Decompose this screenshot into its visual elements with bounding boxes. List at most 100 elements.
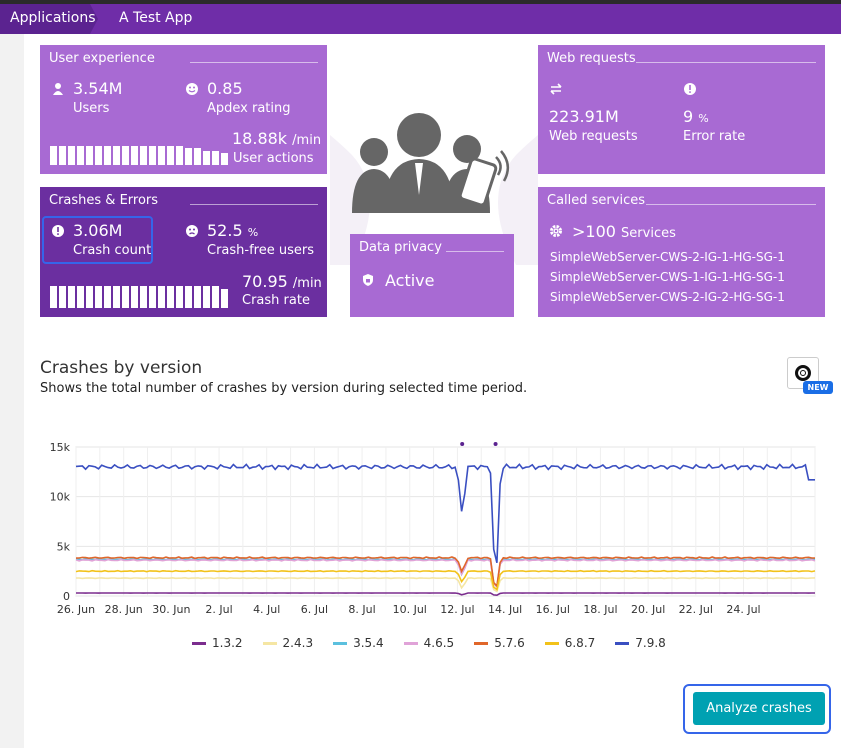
series-line-1.3.2 [76, 592, 815, 597]
section-title: Crashes by version [40, 358, 203, 378]
service-item[interactable]: SimpleWebServer-CWS-2-IG-2-HG-SG-1 [550, 290, 785, 304]
users-label: Users [73, 101, 110, 116]
legend-item[interactable]: 1.3.2 [192, 636, 243, 650]
user-icon [53, 83, 63, 95]
alert-icon [52, 225, 64, 237]
spark-bar [50, 146, 57, 165]
tile-rule [646, 204, 816, 205]
spark-bar [95, 146, 102, 165]
event-marker [460, 442, 465, 446]
analyze-crashes-button[interactable]: Analyze crashes [693, 692, 825, 725]
user-actions-value: 18.88k /min [232, 129, 322, 148]
legend-swatch [474, 641, 489, 645]
crashes-errors-tile[interactable]: Crashes & Errors 3.06M Crash count 52.5 … [40, 187, 327, 317]
privacy-status: Active [385, 271, 435, 290]
spark-bar [167, 286, 174, 308]
alert-icon [684, 83, 696, 95]
legend-label: 7.9.8 [635, 636, 666, 650]
event-marker [493, 442, 498, 446]
x-tick-label: 18. Jul [583, 603, 617, 616]
breadcrumb: Applications A Test App [0, 4, 841, 34]
user-experience-tile[interactable]: User experience 3.54M Users 0.85 Apdex r… [40, 45, 327, 174]
web-requests-label: Web requests [549, 129, 638, 144]
spark-bar [77, 286, 84, 308]
spark-bar [149, 286, 156, 308]
x-tick-label: 12. Jul [440, 603, 474, 616]
x-tick-label: 16. Jul [536, 603, 570, 616]
spark-bar [122, 286, 129, 308]
legend-item[interactable]: 3.5.4 [333, 636, 384, 650]
spark-bar [59, 286, 66, 308]
x-tick-label: 8. Jul [348, 603, 375, 616]
legend-label: 1.3.2 [212, 636, 243, 650]
plot-area [75, 446, 816, 597]
legend-item[interactable]: 5.7.6 [474, 636, 525, 650]
spark-bar [122, 146, 129, 165]
crashes-by-version-chart[interactable]: 15k 10k 5k 026. Jun 28. Jun 30. Jun 2. Jul 4. J… [40, 430, 820, 625]
apdex-label: Apdex rating [207, 101, 291, 116]
legend-label: 3.5.4 [353, 636, 384, 650]
data-privacy-tile[interactable]: Data privacy Active [350, 234, 514, 317]
spark-bar [86, 146, 93, 165]
spark-bar [68, 146, 75, 165]
legend-label: 5.7.6 [494, 636, 525, 650]
spark-bar [212, 151, 219, 165]
tile-title: Crashes & Errors [49, 193, 159, 208]
web-requests-tile[interactable]: Web requests 223.91M Web requests 9 % Er… [538, 45, 825, 174]
shield-icon [363, 274, 373, 286]
y-tick-label: 15k [50, 441, 71, 454]
legend-swatch [544, 641, 559, 645]
chart-legend: 1.3.2 2.4.3 3.5.4 4.6.5 5.7.6 6.8.7 7.9.8 [192, 636, 686, 650]
user-actions-sparkbars [50, 141, 228, 165]
new-badge: NEW [803, 381, 833, 394]
service-item[interactable]: SimpleWebServer-CWS-2-IG-1-HG-SG-1 [550, 250, 785, 264]
tile-title: User experience [49, 51, 155, 66]
crash-count-label: Crash count [73, 243, 152, 258]
legend-label: 6.8.7 [564, 636, 596, 650]
x-tick-label: 28. Jun [105, 603, 143, 616]
x-tick-label: 26. Jun [57, 603, 95, 616]
y-tick-label: 5k [57, 540, 71, 553]
tile-title: Web requests [547, 51, 636, 66]
crash-free-label: Crash-free users [207, 243, 314, 258]
spark-bar [194, 286, 201, 308]
spark-bar [158, 286, 165, 308]
legend-swatch [403, 641, 418, 645]
legend-swatch [192, 641, 206, 645]
breadcrumb-applications[interactable]: Applications [0, 4, 98, 34]
called-services-tile[interactable]: Called services >100 Services SimpleWebS… [538, 187, 825, 317]
service-item[interactable]: SimpleWebServer-CWS-1-IG-1-HG-SG-1 [550, 270, 785, 284]
spark-bar [194, 148, 201, 165]
tile-rule [636, 62, 816, 63]
crash-rate-sparkbars [50, 284, 228, 308]
spark-bar [158, 146, 165, 165]
legend-item[interactable]: 7.9.8 [615, 636, 666, 650]
legend-swatch [615, 641, 630, 645]
spark-bar [59, 146, 66, 165]
spark-bar [185, 148, 192, 165]
spark-bar [176, 286, 183, 308]
legend-label: 4.6.5 [423, 636, 455, 650]
x-tick-label: 24. Jul [726, 603, 760, 616]
top-line [0, 0, 841, 4]
spark-bar [131, 286, 138, 308]
legend-item[interactable]: 2.4.3 [262, 636, 314, 650]
users-value: 3.54M [73, 79, 123, 98]
spark-bar [77, 146, 84, 165]
x-tick-label: 6. Jul [301, 603, 328, 616]
x-tick-label: 20. Jul [631, 603, 665, 616]
series-line-6.8.7 [75, 569, 816, 591]
y-tick-label: 0 [63, 590, 70, 603]
legend-item[interactable]: 6.8.7 [544, 636, 596, 650]
crash-rate-label: Crash rate [242, 293, 310, 308]
users-illustration [330, 45, 538, 265]
legend-item[interactable]: 4.6.5 [403, 636, 455, 650]
series-line-2.4.3 [76, 576, 816, 593]
spark-bar [167, 146, 174, 165]
spark-bar [221, 289, 228, 308]
legend-label: 2.4.3 [282, 636, 314, 650]
x-tick-label: 14. Jul [488, 603, 522, 616]
breadcrumb-current[interactable]: A Test App [119, 10, 193, 26]
sad-face-icon [186, 225, 198, 237]
error-rate-value: 9 % [683, 107, 709, 126]
